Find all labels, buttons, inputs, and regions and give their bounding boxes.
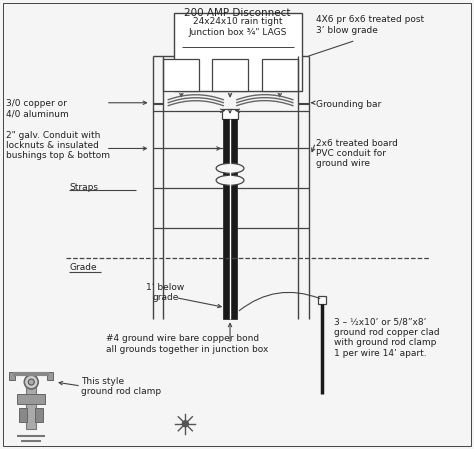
- Bar: [19, 408, 27, 422]
- Bar: [27, 374, 36, 429]
- Text: 200 AMP Disconnect: 200 AMP Disconnect: [184, 9, 290, 18]
- Bar: [319, 295, 327, 304]
- Bar: [47, 372, 53, 380]
- Text: Straps: Straps: [69, 183, 98, 192]
- Bar: [9, 372, 15, 380]
- Text: 1’ below
grade: 1’ below grade: [146, 282, 184, 302]
- Text: 4X6 pr 6x6 treated post
3’ blow grade: 4X6 pr 6x6 treated post 3’ blow grade: [316, 15, 424, 35]
- Text: 3 – ½x10’ or 5/8”x8’
ground rod copper clad
with ground rod clamp
1 per wire 14’: 3 – ½x10’ or 5/8”x8’ ground rod copper c…: [334, 317, 440, 357]
- Text: This style
ground rod clamp: This style ground rod clamp: [81, 377, 161, 396]
- Bar: [223, 119, 237, 319]
- Ellipse shape: [216, 175, 244, 185]
- Text: 24x24x10 rain tight
Junction box ¾" LAGS: 24x24x10 rain tight Junction box ¾" LAGS: [189, 18, 287, 37]
- Bar: [262, 59, 298, 91]
- Bar: [18, 394, 45, 404]
- Bar: [212, 59, 248, 91]
- Text: 2" galv. Conduit with
locknuts & insulated
bushings top & bottom: 2" galv. Conduit with locknuts & insulat…: [7, 131, 110, 160]
- Text: #4 ground wire bare copper bond
all grounds together in junction box: #4 ground wire bare copper bond all grou…: [106, 335, 268, 354]
- Text: 2x6 treated board
PVC conduit for
ground wire: 2x6 treated board PVC conduit for ground…: [316, 139, 397, 168]
- Ellipse shape: [216, 163, 244, 173]
- Text: 3/0 copper or
4/0 aluminum: 3/0 copper or 4/0 aluminum: [7, 99, 69, 118]
- Circle shape: [28, 379, 34, 385]
- Circle shape: [182, 421, 188, 427]
- Text: Grounding bar: Grounding bar: [316, 100, 381, 109]
- Text: Grade: Grade: [69, 263, 97, 272]
- Circle shape: [24, 375, 38, 389]
- Bar: [174, 13, 301, 91]
- Bar: [222, 109, 238, 119]
- Bar: [35, 408, 43, 422]
- Bar: [164, 59, 199, 91]
